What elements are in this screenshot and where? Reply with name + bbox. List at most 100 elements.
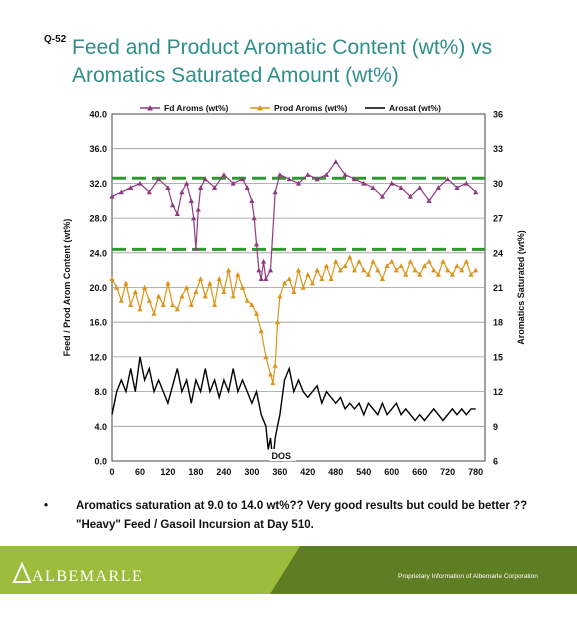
y-tick-label: 4.0 xyxy=(94,422,107,432)
data-point xyxy=(249,198,255,203)
data-point xyxy=(244,297,250,303)
data-point xyxy=(286,176,292,182)
y2-axis-label: Aromatics Saturated (wt%) xyxy=(516,230,526,345)
y2-tick-label: 24 xyxy=(493,248,503,258)
x-tick-label: 60 xyxy=(135,467,145,477)
gridlines xyxy=(112,148,485,427)
legend-label: Arosat (wt%) xyxy=(389,103,441,113)
data-point xyxy=(445,176,451,182)
legend-marker xyxy=(257,105,263,111)
page-title: Feed and Product Aromatic Content (wt%) … xyxy=(72,34,552,90)
data-point xyxy=(267,371,274,377)
title-line-1: Feed and Product Aromatic Content (wt%) … xyxy=(72,36,493,59)
y-tick-label: 32.0 xyxy=(89,179,107,189)
data-point xyxy=(230,293,236,299)
data-point xyxy=(305,172,311,177)
data-point xyxy=(323,172,330,177)
data-point xyxy=(277,293,283,299)
data-point xyxy=(165,280,171,286)
data-point xyxy=(109,193,115,199)
data-point xyxy=(277,172,283,177)
data-point xyxy=(417,271,423,277)
data-point xyxy=(337,267,344,273)
x-tick-label: 360 xyxy=(272,467,287,477)
data-point xyxy=(398,263,404,269)
y-tick-label: 28.0 xyxy=(89,214,107,224)
data-point xyxy=(305,271,311,277)
data-point xyxy=(253,241,260,247)
reference-lines xyxy=(112,176,485,251)
data-point xyxy=(174,211,180,216)
data-point xyxy=(295,267,302,273)
y2-tick-label: 27 xyxy=(493,214,503,224)
y-axis-label: Feed / Prod Arom Content (wt%) xyxy=(62,219,72,357)
y2-tick-label: 33 xyxy=(493,144,503,154)
data-point xyxy=(118,189,124,195)
y-tick-label: 36.0 xyxy=(89,144,107,154)
data-point xyxy=(379,193,386,199)
data-point xyxy=(421,263,427,269)
legend-label: Fd Aroms (wt%) xyxy=(164,103,229,113)
data-point xyxy=(179,293,185,299)
data-point xyxy=(403,271,409,277)
x-tick-label: 300 xyxy=(244,467,259,477)
footer-logo-panel xyxy=(0,546,300,594)
data-point xyxy=(165,185,171,190)
data-point xyxy=(459,267,465,273)
data-point xyxy=(211,185,218,190)
x-tick-label: 780 xyxy=(468,467,483,477)
data-point xyxy=(398,185,404,190)
data-point xyxy=(370,185,376,190)
data-point xyxy=(118,297,124,303)
data-point xyxy=(225,267,232,273)
data-point xyxy=(128,185,134,190)
data-point xyxy=(179,189,185,195)
data-point xyxy=(195,206,201,212)
series-line xyxy=(111,356,476,462)
data-point xyxy=(197,276,204,282)
y-tick-label: 20.0 xyxy=(89,283,107,293)
data-point xyxy=(184,180,190,186)
y-tick-label: 12.0 xyxy=(89,352,107,362)
x-tick-label: 720 xyxy=(440,467,455,477)
data-point xyxy=(384,263,390,269)
y-tick-label: 8.0 xyxy=(94,387,107,397)
annotation-box xyxy=(269,449,296,461)
series-0 xyxy=(109,159,479,282)
bullet-notes: • Aromatics saturation at 9.0 to 14.0 wt… xyxy=(44,497,564,535)
albemarle-logo-text: ALBEMARLE xyxy=(32,568,143,585)
data-point xyxy=(174,306,180,312)
data-point xyxy=(473,189,479,195)
footer-note: Proprietary Information of Albemarle Cor… xyxy=(398,573,538,580)
annotation-dos: DOS xyxy=(271,451,291,461)
x-tick-label: 660 xyxy=(412,467,427,477)
data-point xyxy=(426,198,432,203)
series-layer xyxy=(109,159,479,462)
y2-tick-label: 36 xyxy=(493,110,503,120)
data-point xyxy=(274,319,281,325)
aromatics-chart: 0.0 4.0 8.0 12.0 16.0 20.0 24.0 28.0 32.0 36.0 40.… xyxy=(62,103,526,477)
data-point xyxy=(142,284,148,290)
bullet-line-1: Aromatics saturation at 9.0 to 14.0 wt%?… xyxy=(76,500,528,512)
data-point xyxy=(454,185,460,190)
data-point xyxy=(263,276,269,282)
data-point xyxy=(207,280,213,286)
data-point xyxy=(170,302,176,308)
bullet-marker: • xyxy=(44,500,49,512)
data-point xyxy=(468,271,474,277)
data-point xyxy=(435,185,441,190)
albemarle-logo-icon xyxy=(12,561,32,583)
data-point xyxy=(197,185,204,190)
y2-tick-label: 9 xyxy=(493,422,498,432)
y-tick-label: 16.0 xyxy=(89,318,107,328)
y2-tick-label: 30 xyxy=(493,179,503,189)
y2-tick-label: 6 xyxy=(493,457,498,467)
x-tick-label: 180 xyxy=(188,467,203,477)
data-point xyxy=(258,276,264,282)
data-point xyxy=(221,172,227,177)
data-point xyxy=(170,202,176,208)
data-point xyxy=(128,302,134,308)
data-point xyxy=(188,198,194,203)
data-point xyxy=(263,354,269,360)
data-point xyxy=(151,310,157,316)
